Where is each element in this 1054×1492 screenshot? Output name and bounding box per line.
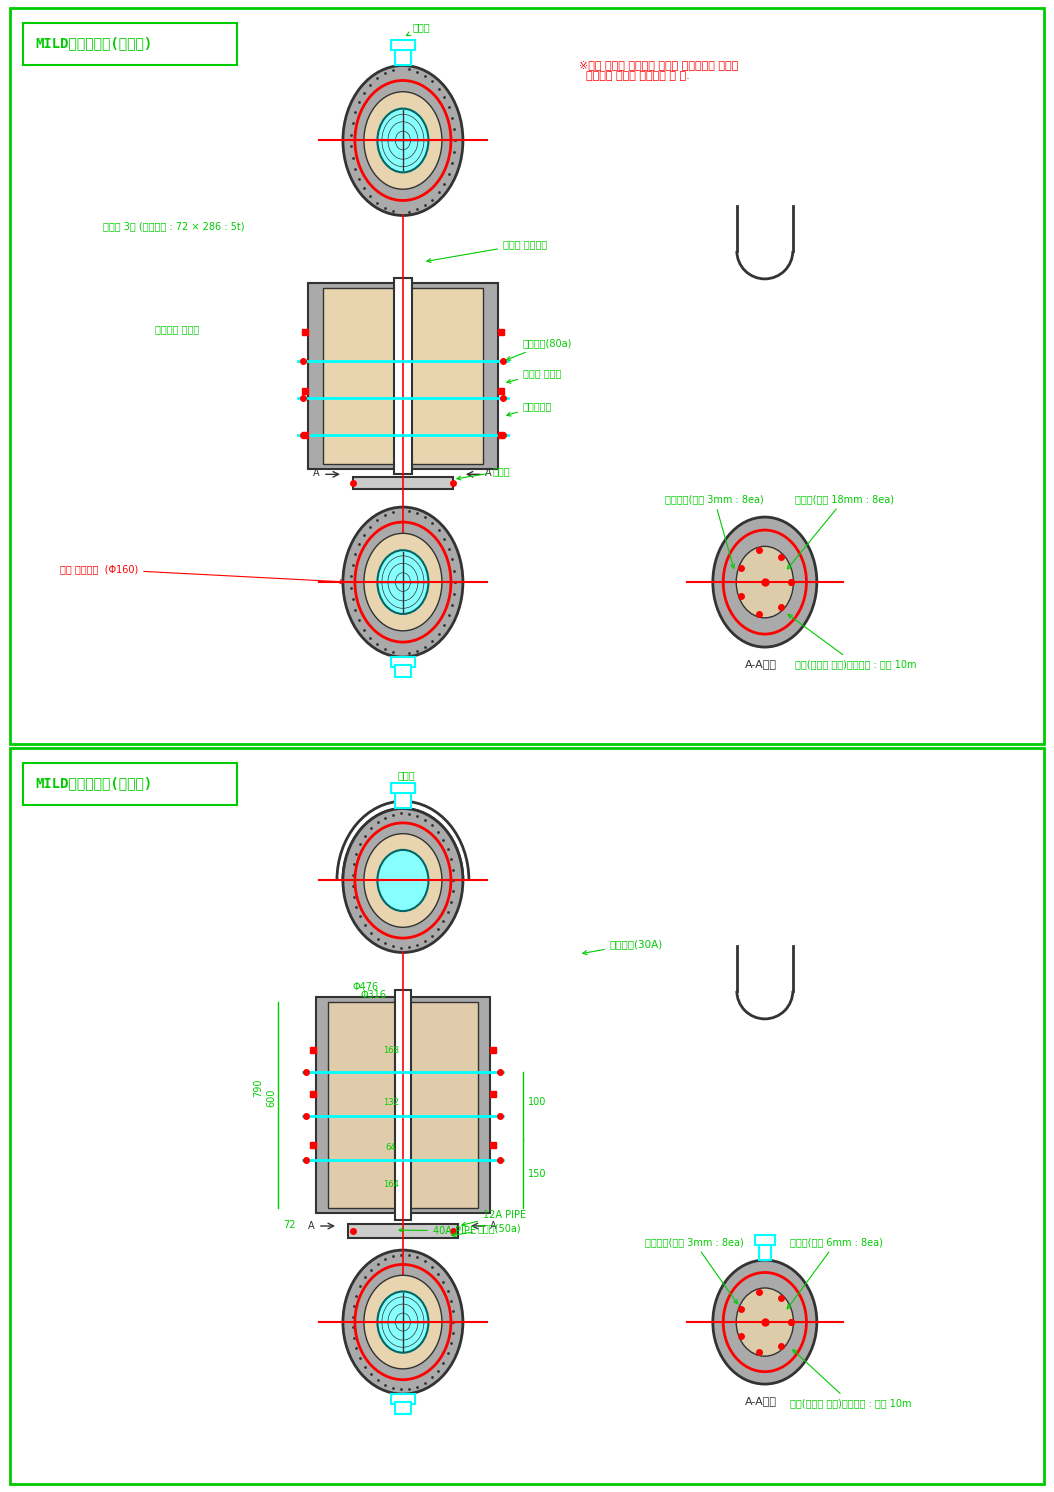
- Bar: [395, 665, 411, 677]
- Text: 냉각수관(30A): 냉각수관(30A): [583, 938, 663, 955]
- Text: 배기경: 배기경: [456, 467, 510, 480]
- Ellipse shape: [377, 551, 428, 613]
- Text: MILD연소실험로(분사식): MILD연소실험로(분사식): [35, 36, 152, 51]
- FancyBboxPatch shape: [23, 762, 237, 806]
- Text: 유기노즐(내경 3mm : 8ea): 유기노즐(내경 3mm : 8ea): [645, 1237, 743, 1304]
- Text: 600: 600: [266, 1089, 276, 1107]
- Text: 내과 케스터블  (Φ160): 내과 케스터블 (Φ160): [60, 564, 344, 583]
- Text: 열전대 서우구: 열전대 서우구: [507, 369, 562, 383]
- Text: 150: 150: [528, 1170, 546, 1179]
- Bar: [353, 477, 453, 489]
- Bar: [395, 989, 411, 1220]
- Bar: [308, 282, 497, 470]
- Text: Φ316: Φ316: [360, 989, 387, 1000]
- Text: 72: 72: [282, 1220, 295, 1229]
- Text: 연료(슬러지 이분)후르노즐 : 규경 10m: 연료(슬러지 이분)후르노즐 : 규경 10m: [789, 1350, 912, 1408]
- Text: A: A: [485, 468, 491, 479]
- Ellipse shape: [377, 109, 428, 173]
- Ellipse shape: [377, 850, 428, 912]
- Bar: [323, 288, 483, 464]
- FancyBboxPatch shape: [23, 22, 237, 66]
- Text: 64: 64: [385, 1143, 395, 1152]
- Bar: [394, 278, 412, 474]
- Text: 냉각수관(80a): 냉각수관(80a): [507, 339, 572, 360]
- Text: 132: 132: [383, 1098, 398, 1107]
- Text: 배기경: 배기경: [407, 22, 430, 36]
- Bar: [316, 997, 490, 1213]
- Bar: [391, 783, 415, 794]
- Text: 790: 790: [253, 1079, 262, 1097]
- Text: 164: 164: [383, 1180, 398, 1189]
- Ellipse shape: [713, 1261, 817, 1385]
- Text: 가스노즐 분구우: 가스노즐 분구우: [155, 324, 199, 334]
- Bar: [759, 1246, 770, 1261]
- Bar: [391, 656, 415, 667]
- Text: 유기노즐(내경 3mm : 8ea): 유기노즐(내경 3mm : 8ea): [665, 494, 763, 568]
- Text: A: A: [313, 468, 319, 479]
- Ellipse shape: [343, 66, 463, 215]
- Ellipse shape: [364, 1276, 442, 1368]
- Bar: [391, 40, 415, 51]
- Bar: [395, 794, 411, 809]
- Bar: [9, 7, 1045, 745]
- Ellipse shape: [343, 1250, 463, 1394]
- Bar: [9, 747, 1045, 1485]
- Bar: [755, 1235, 775, 1246]
- Bar: [348, 1223, 457, 1238]
- Text: MILD연소실험로(분사식): MILD연소실험로(분사식): [35, 776, 152, 789]
- Text: 100: 100: [528, 1097, 546, 1107]
- Text: 배기경(50a): 배기경(50a): [452, 1223, 522, 1237]
- Text: A: A: [490, 1220, 496, 1231]
- Ellipse shape: [364, 834, 442, 928]
- Text: Φ476: Φ476: [353, 982, 379, 992]
- Text: A-A단면: A-A단면: [745, 1397, 777, 1405]
- Bar: [328, 1003, 477, 1209]
- Ellipse shape: [343, 809, 463, 952]
- Bar: [395, 1402, 411, 1414]
- Ellipse shape: [737, 546, 794, 618]
- Ellipse shape: [377, 1292, 428, 1353]
- Ellipse shape: [713, 518, 817, 648]
- Text: 12A PIPE: 12A PIPE: [462, 1210, 526, 1226]
- Text: 배출용 가스버너: 배출용 가스버너: [427, 239, 547, 263]
- Ellipse shape: [364, 91, 442, 189]
- Text: A-A단면: A-A단면: [745, 659, 777, 668]
- Text: 내기관(내경 18mm : 8ea): 내기관(내경 18mm : 8ea): [787, 494, 894, 568]
- Bar: [395, 51, 411, 66]
- Text: 관측창 3개 (유리크기 : 72 × 286 : 5t): 관측창 3개 (유리크기 : 72 × 286 : 5t): [103, 221, 245, 231]
- Text: 배기경: 배기경: [398, 770, 415, 780]
- Text: ※모든 외부로 노출되는 배관의 접부분에는 나사를
  가공하여 배관이 가능하게 할 것.: ※모든 외부로 노출되는 배관의 접부분에는 나사를 가공하여 배관이 가능하게…: [579, 60, 738, 81]
- Ellipse shape: [343, 507, 463, 656]
- Text: A: A: [308, 1220, 314, 1231]
- Text: 168: 168: [383, 1046, 398, 1055]
- Bar: [391, 1394, 415, 1404]
- Text: 내기관(내경 6mm : 8ea): 내기관(내경 6mm : 8ea): [787, 1237, 882, 1308]
- Ellipse shape: [737, 1288, 794, 1356]
- Text: 40A PIPE: 40A PIPE: [398, 1226, 476, 1235]
- Text: 열기공전형: 열기공전형: [507, 401, 552, 416]
- Text: 연료(슬러지 이분)후르노즐 : 규경 10m: 연료(슬러지 이분)후르노즐 : 규경 10m: [788, 615, 916, 668]
- Ellipse shape: [364, 533, 442, 631]
